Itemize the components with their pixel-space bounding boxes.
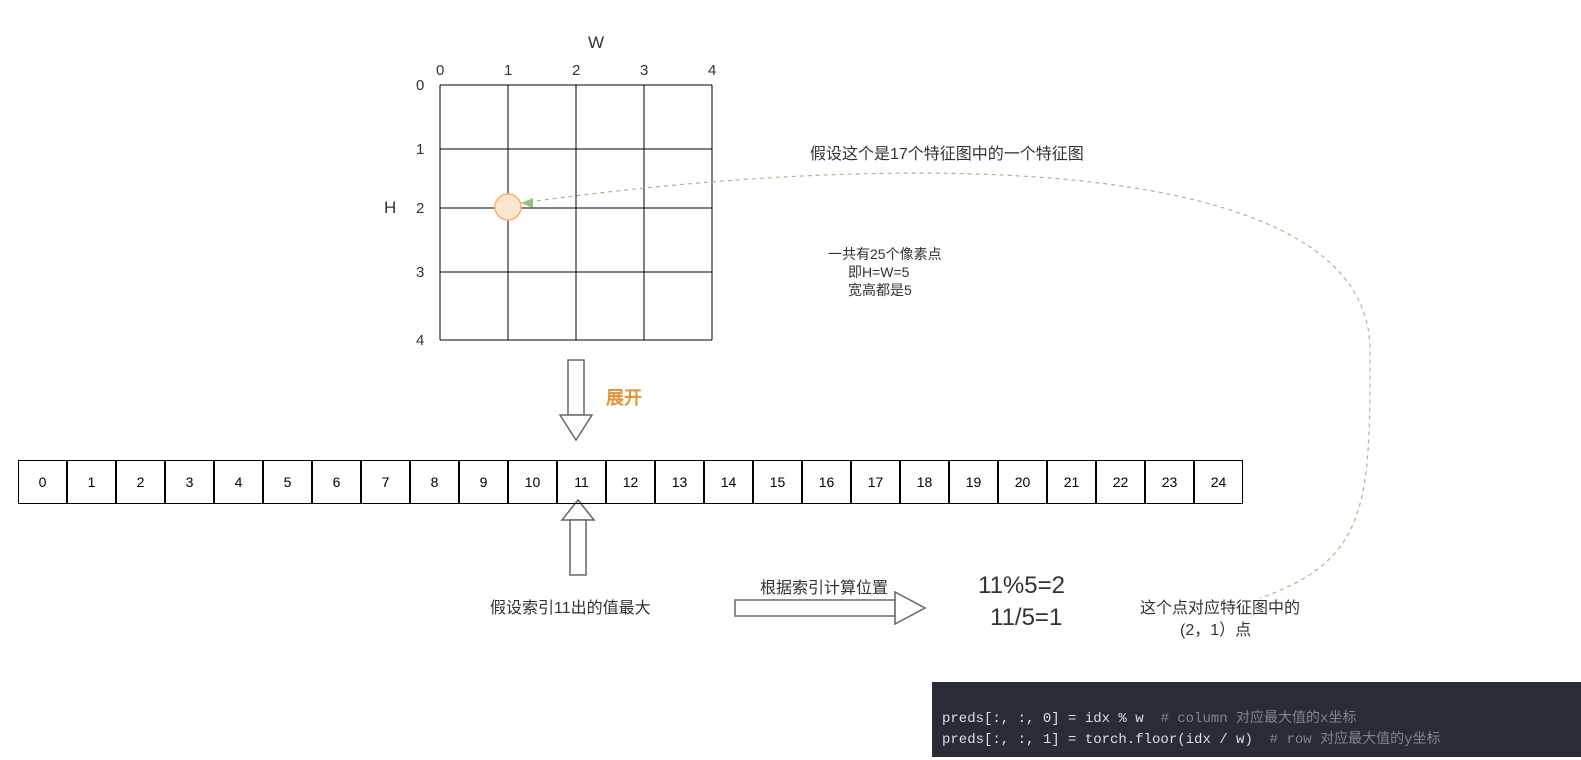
calc-div: 11/5=1	[990, 604, 1062, 632]
flatten-cell-15: 15	[753, 460, 802, 504]
grid-svg	[0, 0, 1581, 760]
flatten-cell-14: 14	[704, 460, 753, 504]
code-line2-a: preds[:, :, 1] = torch.floor(idx / w)	[942, 732, 1270, 748]
dashed-curve	[521, 173, 1370, 598]
calc-mod: 11%5=2	[978, 572, 1065, 600]
flatten-cell-12: 12	[606, 460, 655, 504]
flatten-cell-5: 5	[263, 460, 312, 504]
flatten-cell-23: 23	[1145, 460, 1194, 504]
code-line2-b: # row 对应最大值的y坐标	[1270, 732, 1441, 748]
annotation-point-2: (2，1）点	[1180, 616, 1251, 640]
flatten-cell-20: 20	[998, 460, 1047, 504]
code-line1-b: # column 对应最大值的x坐标	[1160, 711, 1356, 727]
flatten-cell-9: 9	[459, 460, 508, 504]
flatten-cell-24: 24	[1194, 460, 1243, 504]
annotation-pixels-3: 宽高都是5	[848, 280, 912, 300]
expand-arrow	[560, 360, 592, 440]
flatten-cell-0: 0	[18, 460, 67, 504]
annotation-calcpos: 根据索引计算位置	[760, 574, 888, 598]
flatten-cell-21: 21	[1047, 460, 1096, 504]
flatten-cell-17: 17	[851, 460, 900, 504]
flatten-cell-22: 22	[1096, 460, 1145, 504]
highlight-circle	[495, 194, 521, 220]
flatten-cell-8: 8	[410, 460, 459, 504]
flatten-cell-7: 7	[361, 460, 410, 504]
annotation-point-1: 这个点对应特征图中的	[1140, 594, 1300, 618]
flatten-cell-2: 2	[116, 460, 165, 504]
flatten-cell-1: 1	[67, 460, 116, 504]
flatten-cell-19: 19	[949, 460, 998, 504]
flatten-cell-13: 13	[655, 460, 704, 504]
flatten-cell-6: 6	[312, 460, 361, 504]
index11-up-arrow	[562, 500, 594, 575]
annotation-featuremap: 假设这个是17个特征图中的一个特征图	[810, 140, 1084, 164]
flatten-cell-18: 18	[900, 460, 949, 504]
flatten-cell-10: 10	[508, 460, 557, 504]
code-block: preds[:, :, 0] = idx % w # column 对应最大值的…	[932, 682, 1581, 757]
flatten-cell-3: 3	[165, 460, 214, 504]
annotation-pixels-2: 即H=W=5	[848, 262, 909, 282]
flatten-cell-16: 16	[802, 460, 851, 504]
expand-label: 展开	[606, 384, 642, 410]
flatten-cell-11: 11	[557, 460, 606, 504]
flatten-cell-4: 4	[214, 460, 263, 504]
code-line1-a: preds[:, :, 0] = idx % w	[942, 711, 1160, 727]
annotation-index11: 假设索引11出的值最大	[490, 594, 651, 618]
annotation-pixels-1: 一共有25个像素点	[828, 244, 942, 264]
